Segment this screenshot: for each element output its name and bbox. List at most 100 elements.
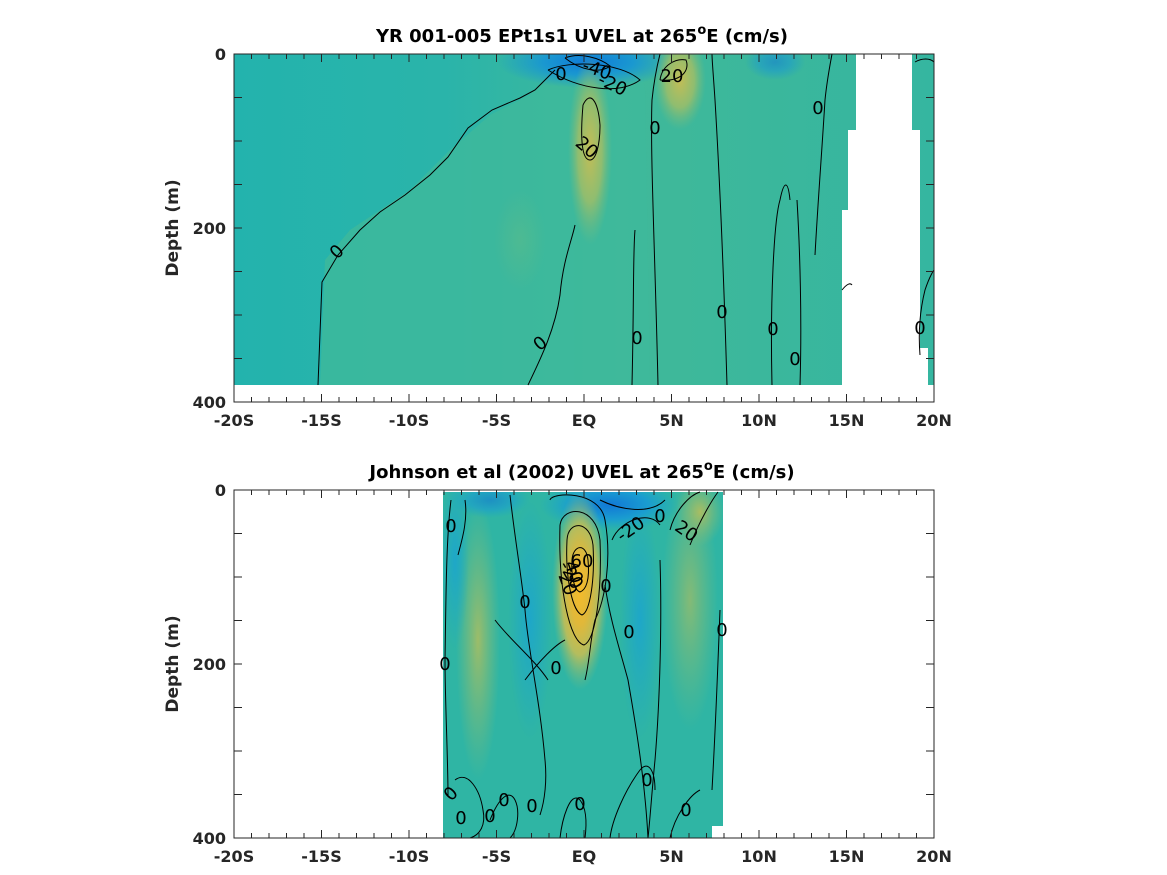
x-tick-label: 15N (829, 847, 865, 866)
x-tick-label: -15S (301, 411, 341, 430)
contour-label: 20 (661, 66, 684, 87)
contour-label: 0 (498, 790, 509, 811)
contour-label: 0 (519, 592, 530, 613)
panel-1-zero-region (320, 60, 650, 385)
contour-label: 0 (789, 349, 800, 370)
panel-1-x-tick-labels: -20S -15S -10S -5S EQ 5N 10N 15N 20N (214, 411, 952, 430)
contour-label: 0 (445, 516, 456, 537)
contour-label: 0 (550, 658, 561, 679)
panel-1-ticks (233, 53, 935, 403)
panel-2-blue-west (450, 492, 530, 518)
panel-1-title: YR 001-005 EPt1s1 UVEL at 265oE (cm/s) (375, 23, 788, 47)
panel-2-necc (676, 492, 723, 546)
contour-label: 0 (680, 800, 691, 821)
x-tick-label: 20N (916, 411, 952, 430)
x-tick-label: 5N (659, 411, 684, 430)
panel-1-contour-zero-mid (651, 53, 661, 386)
x-tick-label: -5S (482, 411, 511, 430)
panel-2-contour-zero-deep-w (454, 777, 485, 839)
panel-2-cyan-east (620, 500, 660, 740)
panel-2: Johnson et al (2002) UVEL at 265oE (cm/s… (163, 459, 952, 866)
panel-2-contour-zero-east-a (604, 584, 649, 839)
panel-2-contours (444, 491, 721, 839)
panel-1-contour-zero-top-east (914, 58, 935, 63)
panel-1-field (234, 54, 934, 385)
x-tick-label: -10S (389, 847, 429, 866)
contour-label: 0 (716, 302, 727, 323)
panel-1-necc-core (654, 54, 706, 130)
x-tick-label: 5N (659, 847, 684, 866)
panel-2-contour-zero-west-b (457, 499, 467, 556)
contour-label: 0 (641, 770, 652, 791)
contour-label: 0 (631, 328, 642, 349)
panel-1-blue-east (745, 54, 805, 80)
panel-2-y-axis-label: Depth (m) (163, 615, 183, 712)
panel-1-contour-zero-e1 (711, 53, 728, 386)
x-tick-label: 10N (741, 411, 777, 430)
panel-1-green-patch (494, 190, 546, 290)
panel-2-euc-core (552, 492, 608, 690)
panel-2-contour-euc-40 (566, 525, 594, 616)
panel-2-contour-surface-minus20 (611, 517, 661, 541)
panel-2-contour-zero-west-a (444, 499, 452, 796)
panel-2-title: Johnson et al (2002) UVEL at 265oE (cm/s… (367, 459, 794, 483)
y-tick-label: 0 (215, 45, 226, 64)
panel-2-y-tick-labels: 0 200 400 (193, 481, 226, 848)
x-tick-label: 10N (741, 847, 777, 866)
contour-label: 60 (571, 551, 594, 572)
panel-1-contour-zero-e5 (841, 283, 853, 291)
panel-1-contour-zero-e2 (770, 184, 791, 386)
contour-label: 0 (455, 808, 466, 829)
x-tick-label: -10S (389, 411, 429, 430)
panel-2-field (443, 492, 723, 838)
x-tick-label: 20N (916, 847, 952, 866)
panel-2-contour-zero-mid-b (494, 619, 549, 681)
panel-1-contour-zero-mid2 (631, 229, 636, 386)
panel-1: YR 001-005 EPt1s1 UVEL at 265oE (cm/s) (163, 23, 952, 430)
panel-2-contour-zero-deep-d (609, 765, 656, 839)
panel-2-contour-necc-20-b (689, 491, 719, 546)
panel-2-contour-zero-deep-mid (489, 794, 519, 839)
contour-label: 0 (767, 319, 778, 340)
panel-2-x-tick-labels: -20S -15S -10S -5S EQ 5N 10N 15N 20N (214, 847, 952, 866)
contour-label: 0 (484, 806, 495, 827)
x-tick-label: -20S (214, 411, 254, 430)
panel-2-contour-zero-mid-c (524, 639, 566, 681)
x-tick-label: 15N (829, 411, 865, 430)
contour-label: 0 (574, 794, 585, 815)
y-tick-label: 400 (193, 829, 226, 848)
contour-label: 0 (623, 622, 634, 643)
x-tick-label: EQ (572, 411, 597, 430)
panel-1-contour-zero-e3 (796, 199, 802, 386)
contour-label: 0 (914, 318, 925, 339)
contour-label: 0 (654, 506, 665, 527)
panel-1-contour-euc-20 (581, 97, 601, 161)
contour-label: 0 (555, 64, 566, 85)
panel-2-contour-zero-deep-c (559, 797, 587, 839)
contour-label: 0 (600, 576, 611, 597)
panel-1-contour-necc-20 (659, 59, 688, 81)
contour-label: 0 (526, 796, 537, 817)
panel-1-contour-zero-w1 (527, 224, 576, 386)
y-tick-label: 200 (193, 219, 226, 238)
panel-2-ticks (233, 489, 935, 839)
contour-label: 0 (439, 654, 450, 675)
panel-2-cyan-west (443, 492, 469, 650)
x-tick-label: EQ (572, 847, 597, 866)
panel-1-y-tick-labels: 0 200 400 (193, 45, 226, 412)
panel-1-contour-zero-e4 (814, 53, 833, 256)
panel-1-contour-minus20 (547, 63, 641, 90)
y-tick-label: 200 (193, 655, 226, 674)
x-tick-label: -20S (214, 847, 254, 866)
y-tick-label: 0 (215, 481, 226, 500)
contour-label: 0 (649, 118, 660, 139)
contour-label: 0 (812, 98, 823, 119)
panel-2-contour-zero-east-b (647, 559, 662, 839)
panel-2-contour-surface-minus20-b (599, 499, 666, 510)
x-tick-label: -15S (301, 847, 341, 866)
panel-2-contour-euc-60 (571, 547, 589, 593)
panel-1-contour-zero-west (317, 69, 556, 386)
panel-1-contours (317, 53, 935, 386)
y-tick-label: 400 (193, 393, 226, 412)
